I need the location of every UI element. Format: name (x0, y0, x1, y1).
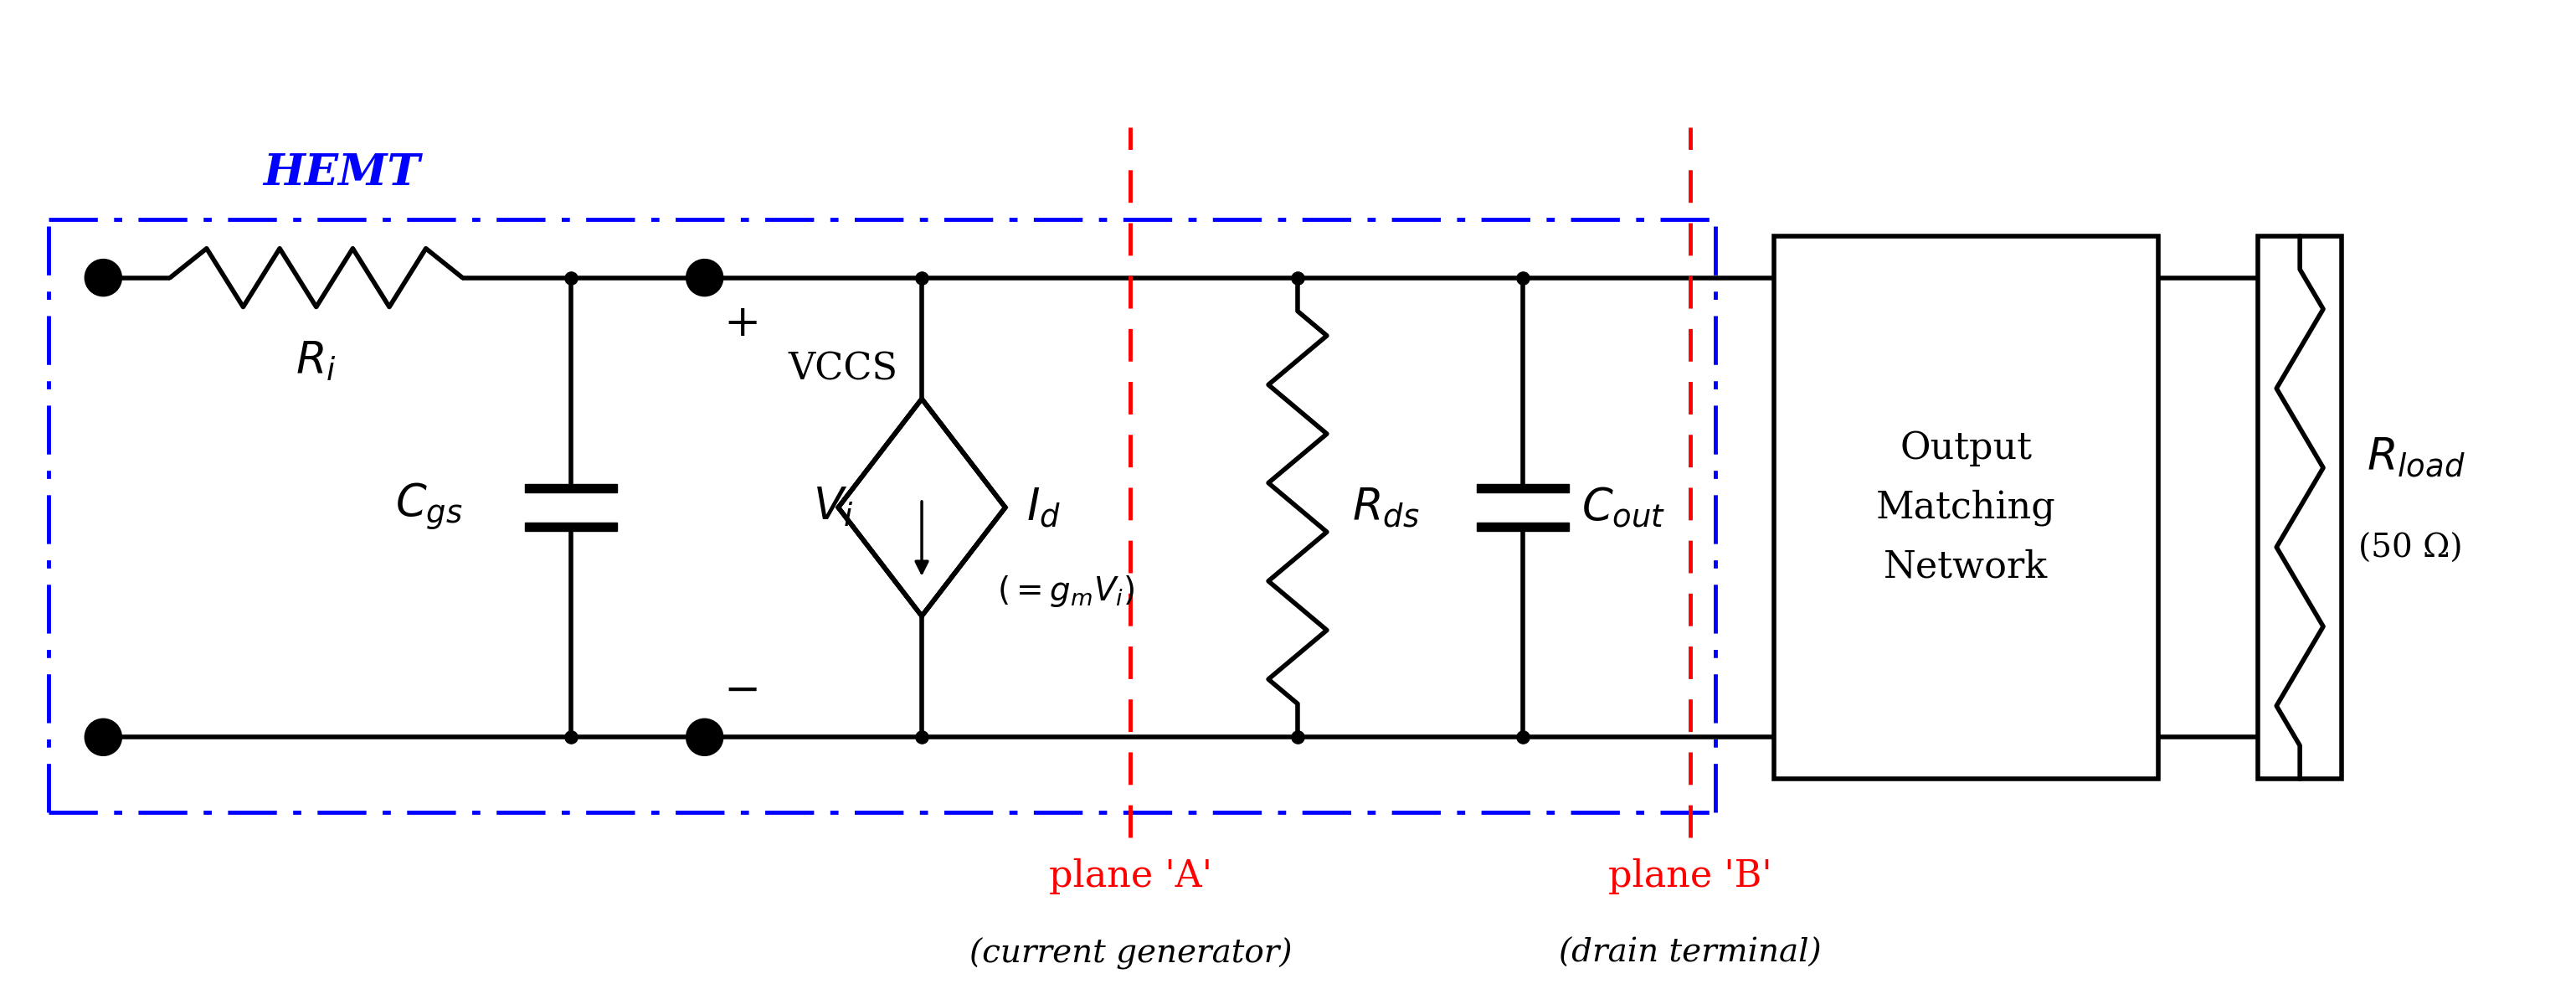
Text: plane 'B': plane 'B' (1607, 858, 1772, 894)
Point (902, 270, 943, 286)
Text: HEMT: HEMT (263, 151, 420, 194)
Text: $R_{load}$: $R_{load}$ (2367, 436, 2465, 479)
Text: (current generator): (current generator) (969, 938, 1293, 970)
Text: $R_{ds}$: $R_{ds}$ (1352, 486, 1419, 529)
Circle shape (88, 721, 121, 754)
Text: $(=g_m V_i)$: $(=g_m V_i)$ (997, 574, 1133, 608)
Text: Output
Matching
Network: Output Matching Network (1875, 430, 2056, 584)
Text: plane 'A': plane 'A' (1048, 858, 1213, 894)
Bar (2259, 236, 2342, 779)
Circle shape (688, 721, 721, 754)
Text: $R_i$: $R_i$ (296, 340, 337, 383)
Text: $C_{out}$: $C_{out}$ (1582, 486, 1667, 529)
Point (551, 729, 592, 745)
Point (1278, 270, 1319, 286)
Text: VCCS: VCCS (788, 351, 899, 388)
Bar (1775, 236, 2159, 779)
Point (1278, 729, 1319, 745)
Text: −: − (724, 670, 760, 713)
Polygon shape (837, 399, 1005, 616)
Text: (drain terminal): (drain terminal) (1558, 938, 1821, 968)
Point (1502, 270, 1543, 286)
Text: (50 Ω): (50 Ω) (2357, 534, 2463, 565)
Text: $V_i$: $V_i$ (814, 487, 853, 529)
Bar (526, 484, 616, 493)
Point (902, 729, 943, 745)
Text: $I_d$: $I_d$ (1025, 486, 1061, 529)
Bar (1476, 522, 1569, 531)
Bar (526, 522, 616, 531)
Bar (1476, 484, 1569, 493)
Circle shape (88, 261, 121, 295)
Text: $C_{gs}$: $C_{gs}$ (394, 482, 464, 533)
Point (551, 270, 592, 286)
Point (1502, 729, 1543, 745)
Circle shape (688, 261, 721, 295)
Text: +: + (724, 303, 760, 345)
